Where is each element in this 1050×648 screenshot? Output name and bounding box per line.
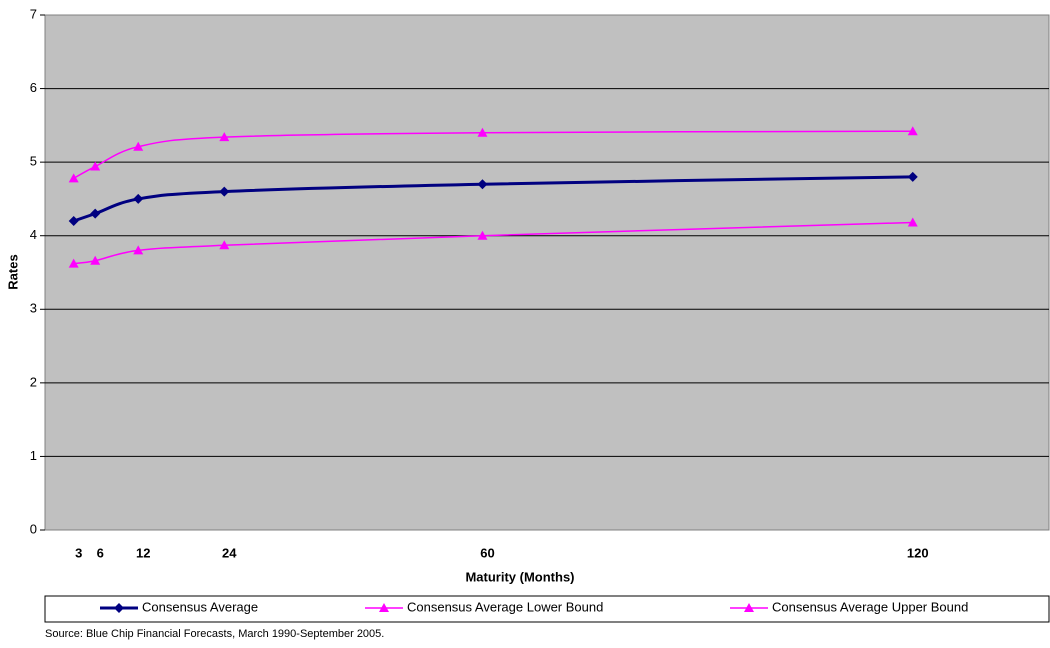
y-axis-title: Rates bbox=[5, 254, 20, 289]
source-note: Source: Blue Chip Financial Forecasts, M… bbox=[45, 628, 384, 640]
marker bbox=[907, 171, 918, 182]
legend-marker bbox=[744, 603, 754, 612]
x-tick-label: 6 bbox=[97, 545, 104, 560]
series-line bbox=[73, 175, 913, 223]
x-tick-label: 24 bbox=[222, 545, 237, 560]
marker bbox=[133, 141, 144, 151]
marker bbox=[219, 240, 230, 250]
legend-label: Consensus Average Upper Bound bbox=[772, 599, 968, 614]
marker bbox=[907, 126, 918, 136]
legend-label: Consensus Average bbox=[142, 599, 258, 614]
marker bbox=[219, 186, 230, 197]
x-tick-label: 120 bbox=[907, 545, 929, 560]
y-tick-label: 1 bbox=[30, 448, 37, 463]
x-tick-label: 60 bbox=[480, 545, 494, 560]
y-tick-label: 3 bbox=[30, 301, 37, 316]
marker bbox=[68, 216, 79, 226]
legend-label: Consensus Average Lower Bound bbox=[407, 599, 603, 614]
marker bbox=[907, 217, 918, 227]
legend bbox=[44, 595, 1050, 623]
y-tick-label: 4 bbox=[30, 227, 37, 242]
marker bbox=[68, 258, 79, 268]
marker bbox=[219, 132, 230, 142]
marker bbox=[477, 179, 488, 190]
marker bbox=[133, 193, 144, 204]
marker bbox=[133, 245, 144, 255]
legend-marker bbox=[114, 603, 124, 613]
marker bbox=[90, 255, 101, 265]
marker bbox=[477, 127, 488, 137]
x-axis-title: Maturity (Months) bbox=[465, 569, 574, 584]
marker bbox=[90, 208, 101, 219]
series-line bbox=[73, 130, 913, 179]
y-tick-label: 6 bbox=[30, 80, 37, 95]
marker bbox=[477, 230, 488, 240]
plot-area bbox=[44, 14, 1050, 531]
series-line bbox=[73, 221, 913, 265]
legend-marker bbox=[379, 603, 389, 612]
marker bbox=[90, 161, 101, 171]
y-tick-label: 0 bbox=[30, 521, 37, 536]
y-tick-label: 2 bbox=[30, 374, 37, 389]
x-tick-label: 3 bbox=[75, 545, 82, 560]
marker bbox=[68, 173, 79, 183]
x-tick-label: 12 bbox=[136, 545, 150, 560]
y-tick-label: 7 bbox=[30, 6, 37, 21]
y-tick-label: 5 bbox=[30, 154, 37, 169]
